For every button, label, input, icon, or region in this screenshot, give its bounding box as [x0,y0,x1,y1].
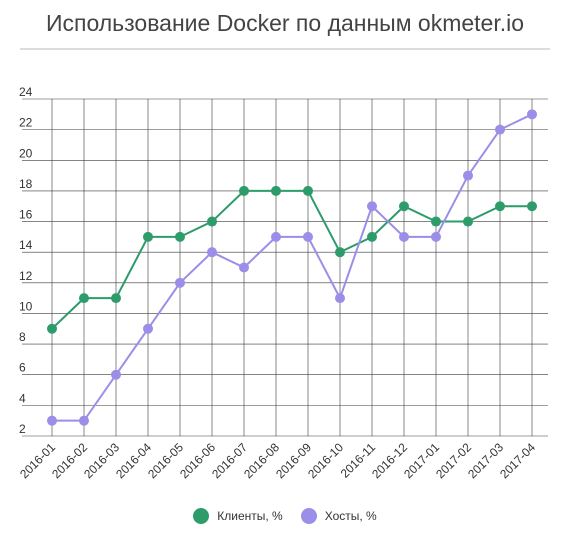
y-tick-label-6: 6 [19,361,26,375]
legend-label-clients: Клиенты, % [217,509,283,523]
legend: Клиенты, % Хосты, % [0,508,570,524]
series-1-point-5 [207,247,217,258]
series-0-point-9 [335,247,345,258]
series-0-point-7 [271,185,281,196]
series-1-point-11 [399,231,409,242]
x-tick-label-2016-10: 2016-10 [305,440,346,481]
y-tick-label-4: 4 [19,391,26,405]
series-0-point-0 [47,323,57,334]
series-0-point-4 [175,231,185,242]
y-tick-label-14: 14 [19,238,33,252]
series-0-point-13 [463,216,473,227]
series-0-point-2 [111,293,121,304]
series-0-point-11 [399,201,409,212]
series-1-point-10 [367,201,377,212]
legend-item-clients[interactable]: Клиенты, % [193,508,283,524]
legend-item-hosts[interactable]: Хосты, % [300,508,377,524]
chart-title: Использование Docker по данным okmeter.i… [45,10,525,36]
series-0-point-1 [79,293,89,304]
y-tick-label-22: 22 [19,116,33,130]
legend-swatch-hosts [300,508,317,524]
series-1-point-15 [527,109,537,120]
series-0-point-8 [303,185,313,196]
series-1-point-0 [47,415,57,426]
series-0-point-14 [495,201,505,212]
legend-label-hosts: Хосты, % [324,509,377,523]
title-divider [20,48,550,50]
series-0-point-5 [207,216,217,227]
y-tick-label-20: 20 [19,146,33,160]
series-1-point-7 [271,231,281,242]
legend-swatch-clients [193,508,210,524]
y-tick-label-2: 2 [19,422,26,436]
series-0-point-6 [239,185,249,196]
y-tick-label-24: 24 [19,85,33,99]
series-0-point-12 [431,216,441,227]
series-1-point-1 [79,415,89,426]
series-1-point-4 [175,277,185,288]
y-tick-label-12: 12 [19,269,33,283]
series-1-point-9 [335,293,345,304]
x-tick-label-2017-04: 2017-04 [497,440,538,481]
series-1-point-14 [495,124,505,135]
series-1-point-12 [431,231,441,242]
series-1-point-6 [239,262,249,273]
y-tick-label-10: 10 [19,299,33,313]
series-line-0 [51,189,532,330]
y-tick-label-18: 18 [19,177,33,191]
series-1-point-13 [463,170,473,181]
y-tick-label-8: 8 [19,330,26,344]
series-1-point-3 [143,323,153,334]
series-line-1 [52,113,533,422]
series-1-point-2 [111,369,121,380]
series-0-point-10 [367,231,377,242]
series-0-point-15 [527,201,537,212]
y-tick-label-16: 16 [19,208,33,222]
series-1-point-8 [303,231,313,242]
series-0-point-3 [143,231,153,242]
